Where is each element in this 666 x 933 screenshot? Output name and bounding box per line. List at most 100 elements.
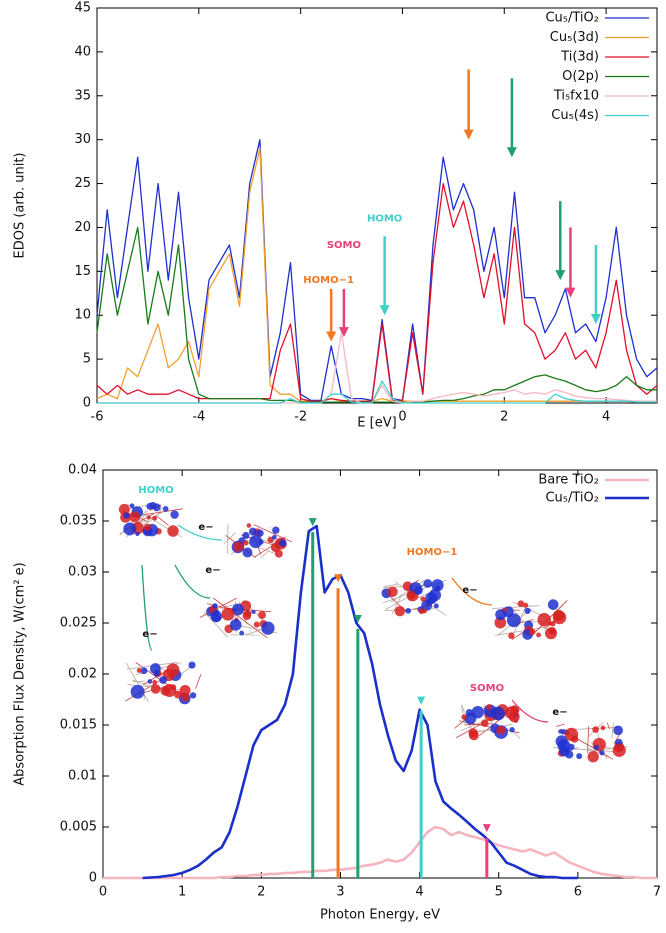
series-line	[96, 147, 657, 402]
orbital-lobe	[271, 534, 277, 540]
orbital-lobe	[420, 596, 426, 602]
bond	[132, 679, 153, 688]
bond	[125, 662, 149, 703]
y-tick-label: 5	[83, 352, 91, 367]
orbital-lobe	[189, 692, 197, 699]
inset-arrow	[141, 564, 153, 651]
x-tick-label: -2	[294, 410, 307, 425]
annotation: HOMO−1	[407, 547, 458, 558]
bond	[611, 722, 614, 739]
orbital-lobe	[394, 605, 406, 617]
orbital-lobe	[407, 590, 416, 600]
orbital-lobe	[423, 579, 433, 588]
arrow-head	[308, 518, 317, 527]
bond	[195, 674, 202, 689]
annotation: e−	[462, 585, 477, 596]
orbital-lobe	[272, 526, 280, 534]
orbital-lobe	[152, 679, 158, 685]
series-line	[96, 182, 658, 402]
orbital-lobe	[486, 704, 492, 710]
orbital-lobe	[129, 511, 141, 523]
orbital-lobe	[181, 693, 190, 702]
orbital-lobe	[152, 503, 161, 512]
orbital-lobe	[279, 539, 287, 548]
orbital-lobe	[496, 725, 506, 735]
orbital-lobe	[242, 531, 250, 540]
orbital-lobe	[256, 529, 264, 537]
arrow-head	[417, 696, 426, 705]
orbital-lobe	[480, 719, 489, 727]
annotation: e−	[142, 629, 157, 640]
annotation: HOMO	[138, 485, 173, 496]
orbital-lobe	[509, 727, 515, 733]
bond	[157, 516, 169, 526]
orbital-lobe	[162, 506, 169, 512]
orbital-lobe	[593, 744, 599, 751]
arrow-head	[463, 129, 474, 140]
bond	[492, 605, 540, 609]
y-axis-label: EDOS (arb. unit)	[13, 153, 28, 259]
orbital-lobe	[258, 611, 266, 619]
orbital-lobe	[576, 753, 583, 760]
orbital-lobe	[495, 609, 507, 621]
orbital-lobe	[433, 603, 439, 609]
series-line	[103, 825, 657, 880]
y-tick-label: 35	[74, 88, 91, 103]
bond	[586, 726, 590, 754]
orbital-lobe	[242, 547, 253, 558]
y-axis-label: Absorption Flux Density, W(cm² e)	[13, 562, 28, 786]
orbital-lobe	[435, 585, 441, 591]
orbital-lobe	[599, 750, 605, 756]
orbital-lobe	[560, 729, 567, 735]
arrow-head	[590, 314, 601, 324]
plot-frame	[96, 7, 658, 404]
bond	[384, 584, 398, 587]
annotation: SOMO	[470, 683, 504, 694]
orbital-lobe	[508, 632, 515, 639]
bond	[606, 722, 610, 730]
orbital-lobe	[253, 621, 260, 628]
orbital-lobe	[174, 690, 182, 699]
orbital-lobe	[130, 684, 145, 699]
y-tick-label: 0.015	[60, 718, 97, 733]
orbital-lobe	[152, 515, 158, 521]
bond	[253, 524, 293, 543]
arrow-head	[482, 824, 491, 833]
y-tick-label: 45	[74, 1, 91, 16]
arrow-head	[334, 574, 343, 583]
arrow-head	[338, 327, 349, 338]
orbital-lobe	[555, 735, 568, 748]
orbital-lobe	[179, 684, 191, 696]
bond	[392, 594, 403, 615]
orbital-lobe	[537, 612, 551, 627]
orbital-lobe	[242, 611, 252, 620]
orbital-lobe	[233, 541, 244, 552]
x-tick-label: 2	[257, 885, 265, 900]
orbital-lobe	[491, 706, 506, 721]
orbital-lobe	[229, 618, 242, 631]
orbital-lobe	[612, 743, 626, 757]
inset-arrow	[451, 577, 493, 606]
arrow-head	[506, 147, 517, 158]
orbital-lobe	[613, 725, 623, 736]
bond	[132, 680, 146, 683]
legend-label: Cu₅/TiO₂	[545, 491, 599, 506]
orbital-lobe	[559, 745, 570, 757]
orbital-lobe	[258, 539, 264, 545]
bond	[494, 626, 547, 636]
y-tick-label: 0.04	[68, 463, 97, 478]
legend-label: Ti₅fx10	[553, 89, 599, 104]
x-tick-label: 5	[495, 885, 503, 900]
orbital-lobe	[536, 632, 542, 638]
plot-frame	[102, 469, 658, 879]
legend-label: O(2p)	[562, 69, 599, 84]
orbital-lobe	[149, 663, 161, 674]
orbital-lobe	[550, 620, 556, 627]
y-tick-label: 0.02	[68, 667, 97, 682]
orbital-lobe	[471, 705, 484, 719]
orbital-lobe	[506, 613, 521, 628]
orbital-lobe	[136, 668, 142, 673]
y-tick-label: 25	[74, 176, 91, 191]
bond	[586, 747, 613, 760]
